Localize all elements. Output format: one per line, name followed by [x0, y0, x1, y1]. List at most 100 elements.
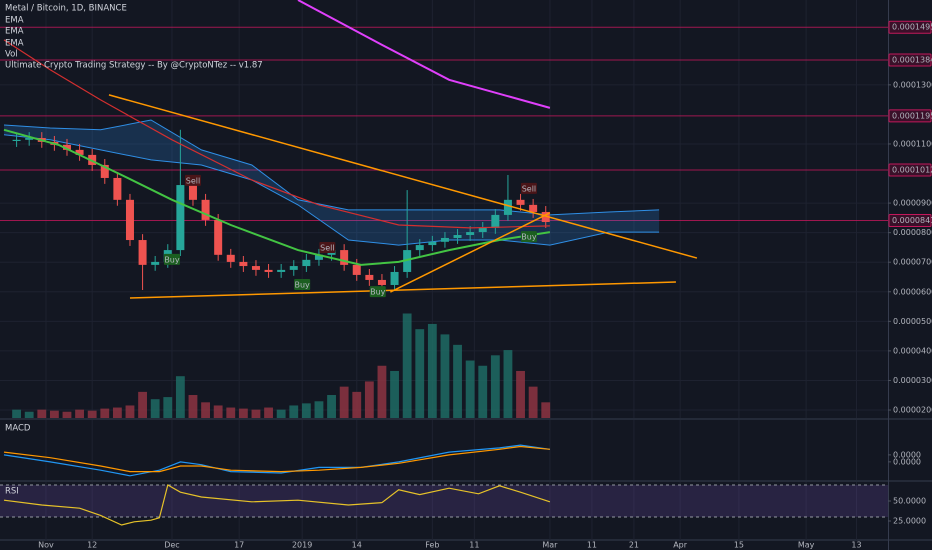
signal-tag — [520, 182, 537, 194]
volume-bar — [24, 411, 34, 418]
indicator-pane — [3, 444, 550, 477]
signal-tag — [294, 278, 311, 290]
volume-bar — [276, 409, 286, 418]
volume-bar — [402, 313, 412, 418]
candle-body — [113, 177, 122, 200]
volume-bar — [490, 355, 500, 418]
candle-body — [352, 264, 361, 275]
indicator-label: EMA — [5, 39, 24, 49]
x-tick-label: Dec — [164, 541, 179, 550]
x-tick-label: 17 — [234, 541, 244, 550]
indicator-label: EMA — [5, 16, 24, 26]
candle-body — [491, 214, 500, 228]
candle-body — [12, 139, 21, 142]
candle-body — [188, 185, 197, 200]
candle-body — [428, 241, 437, 246]
volume-bar — [201, 402, 210, 418]
candle-body — [226, 254, 235, 262]
price-level-tag — [888, 20, 932, 34]
volume-bar — [327, 395, 336, 418]
signal-tag — [520, 231, 537, 243]
signal-tag — [163, 253, 180, 265]
candle-body — [125, 199, 134, 241]
pane-title: RSI — [5, 487, 19, 497]
volume-bar — [503, 350, 513, 418]
candle-body — [151, 261, 160, 265]
candle-body — [75, 149, 84, 155]
volume-bar — [226, 407, 236, 418]
signal-tag — [184, 174, 201, 186]
labels-layer: Metal / Bitcoin, 1D, BINANCE EMA EMA EMA… — [5, 4, 932, 550]
volume-bar — [138, 391, 147, 418]
volume-bar — [541, 402, 551, 418]
y-tick-label: 0.0000300 — [893, 376, 932, 385]
signal-label: Buy — [164, 255, 180, 264]
volume-bar — [528, 386, 538, 418]
volume-bar — [314, 401, 324, 418]
marks-layer: Buy Sell Buy Sell Buy Sell Buy — [0, 0, 888, 526]
rsi-band — [0, 485, 888, 517]
volume-bar — [213, 405, 223, 418]
y-tick-label: 25.0000 — [893, 517, 926, 526]
y-tick-label: 0.0000 — [893, 450, 921, 459]
y-tick-label: 0.0000200 — [893, 406, 932, 415]
volume-bar — [289, 405, 299, 418]
signal-label: Sell — [522, 184, 536, 193]
x-tick-label: 11 — [469, 541, 479, 550]
volume-bar — [163, 397, 173, 418]
indicator-line — [3, 444, 550, 477]
candle-body — [264, 269, 273, 272]
x-tick-label: Feb — [425, 541, 439, 550]
candle-body — [516, 199, 525, 205]
price-level-tag — [888, 53, 932, 67]
candle-body — [415, 245, 424, 251]
candle-body — [25, 138, 34, 140]
pane-title: MACD — [5, 424, 31, 434]
x-tick-label: Nov — [38, 541, 54, 550]
volume-bar — [415, 329, 425, 418]
candle-body — [138, 240, 147, 265]
volume-bar — [339, 386, 349, 418]
volume-bar — [301, 403, 311, 418]
price-level-tag — [888, 214, 932, 228]
candle-body — [201, 199, 210, 220]
x-tick-label: 14 — [352, 541, 362, 550]
candle-body — [529, 204, 538, 212]
x-tick-label: 12 — [87, 541, 97, 550]
volume-bar — [390, 370, 399, 418]
volume-bar — [264, 407, 273, 418]
x-tick-label: 13 — [851, 541, 861, 550]
volume-bar — [87, 410, 97, 418]
volume-bar — [112, 407, 122, 418]
volume-bar — [150, 399, 160, 418]
indicator-label: Ultimate Crypto Trading Strategy -- By @… — [5, 61, 263, 71]
price-level-label: 0.0001495 — [892, 23, 932, 32]
candle-body — [390, 271, 399, 285]
candle-body — [214, 219, 223, 255]
x-tick-label: 21 — [629, 541, 639, 550]
signal-tag — [319, 242, 336, 254]
indicator-line — [3, 445, 550, 473]
price-pane: Buy Sell Buy Sell Buy Sell Buy — [0, 0, 888, 418]
volume-bar — [251, 409, 261, 418]
candle-body — [239, 261, 248, 267]
candle-body — [251, 266, 260, 270]
y-tick-label: 0.0000500 — [893, 317, 932, 326]
y-tick-label: 0.0000 — [893, 457, 921, 466]
volume-bar — [377, 365, 387, 418]
x-tick-label: 15 — [734, 541, 744, 550]
y-tick-label: 0.0001300 — [893, 80, 932, 89]
candle-body — [176, 185, 185, 251]
volume-bar — [12, 409, 21, 418]
candle-body — [302, 259, 311, 267]
y-tick-label: 0.0001100 — [893, 139, 932, 148]
price-level-tag — [888, 163, 932, 177]
volume-bar — [440, 334, 450, 418]
x-tick-label: Mar — [542, 541, 558, 550]
y-tick-label: 0.0000400 — [893, 346, 932, 355]
candle-body — [403, 250, 412, 272]
candle-body — [440, 237, 449, 242]
y-tick-label: 0.0000900 — [893, 199, 932, 208]
candle-body — [466, 232, 475, 236]
x-tick-label: Apr — [673, 541, 688, 550]
